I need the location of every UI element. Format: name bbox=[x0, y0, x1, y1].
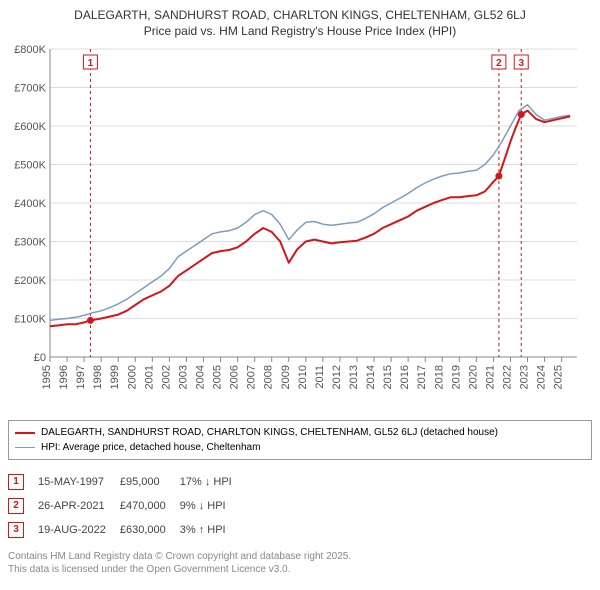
marker-date: 19-AUG-2022 bbox=[38, 518, 120, 542]
y-tick-label: £0 bbox=[34, 352, 46, 364]
x-tick-label: 2007 bbox=[246, 365, 258, 389]
x-tick-label: 2011 bbox=[314, 365, 326, 389]
price-chart: £0 £100K £200K £300K £400K £500K £600K £700K £80… bbox=[8, 43, 583, 403]
x-tick-label: 1999 bbox=[109, 365, 121, 389]
x-tick-label: 1998 bbox=[92, 365, 104, 389]
marker-delta: 9% ↓ HPI bbox=[180, 494, 246, 518]
legend-row: HPI: Average price, detached house, Chel… bbox=[15, 440, 585, 455]
x-tick-label: 2008 bbox=[263, 365, 275, 389]
title-line2: Price paid vs. HM Land Registry's House … bbox=[8, 24, 592, 40]
x-tick-label: 2005 bbox=[212, 365, 224, 389]
x-tick-label: 2025 bbox=[553, 365, 565, 389]
x-tick-label: 2013 bbox=[348, 365, 360, 389]
y-tick-label: £700K bbox=[14, 83, 46, 95]
footer-line1: Contains HM Land Registry data © Crown c… bbox=[8, 550, 592, 563]
legend-row: DALEGARTH, SANDHURST ROAD, CHARLTON KING… bbox=[15, 425, 585, 440]
footer-line2: This data is licensed under the Open Gov… bbox=[8, 563, 592, 576]
marker-price: £95,000 bbox=[120, 470, 180, 494]
x-tick-label: 1996 bbox=[58, 365, 70, 389]
marker-date: 15-MAY-1997 bbox=[38, 470, 120, 494]
y-tick-label: £600K bbox=[14, 121, 46, 133]
legend-swatch bbox=[15, 432, 35, 434]
y-tick-label: £800K bbox=[14, 44, 46, 56]
x-tick-label: 2018 bbox=[433, 365, 445, 389]
x-tick-label: 2002 bbox=[160, 365, 172, 389]
chart-marker-num: 1 bbox=[88, 58, 94, 69]
x-tick-label: 2016 bbox=[399, 365, 411, 389]
x-tick-label: 2012 bbox=[331, 365, 343, 389]
marker-badge: 3 bbox=[8, 522, 24, 538]
x-tick-label: 2006 bbox=[229, 365, 241, 389]
marker-date: 26-APR-2021 bbox=[38, 494, 120, 518]
y-tick-label: £200K bbox=[14, 275, 46, 287]
x-tick-label: 2023 bbox=[519, 365, 531, 389]
x-tick-label: 2017 bbox=[416, 365, 428, 389]
x-tick-label: 2003 bbox=[177, 365, 189, 389]
x-tick-label: 2009 bbox=[280, 365, 292, 389]
marker-row: 2 26-APR-2021£470,0009% ↓ HPI bbox=[8, 494, 246, 518]
x-tick-label: 2021 bbox=[484, 365, 496, 389]
y-tick-label: £500K bbox=[14, 160, 46, 172]
legend: DALEGARTH, SANDHURST ROAD, CHARLTON KING… bbox=[8, 420, 592, 460]
marker-row: 3 19-AUG-2022£630,0003% ↑ HPI bbox=[8, 518, 246, 542]
x-tick-label: 2020 bbox=[467, 365, 479, 389]
footer-note: Contains HM Land Registry data © Crown c… bbox=[8, 550, 592, 576]
y-tick-label: £300K bbox=[14, 237, 46, 249]
x-tick-label: 2010 bbox=[297, 365, 309, 389]
legend-label: HPI: Average price, detached house, Chel… bbox=[41, 440, 260, 455]
legend-label: DALEGARTH, SANDHURST ROAD, CHARLTON KING… bbox=[41, 425, 498, 440]
legend-swatch bbox=[15, 447, 35, 448]
chart-title: DALEGARTH, SANDHURST ROAD, CHARLTON KING… bbox=[8, 8, 592, 39]
y-tick-label: £100K bbox=[14, 314, 46, 326]
x-tick-label: 2001 bbox=[143, 365, 155, 389]
marker-row: 1 15-MAY-1997£95,00017% ↓ HPI bbox=[8, 470, 246, 494]
x-tick-label: 2000 bbox=[126, 365, 138, 389]
chart-container: £0 £100K £200K £300K £400K £500K £600K £700K £80… bbox=[8, 43, 592, 408]
x-tick-label: 2004 bbox=[194, 365, 206, 389]
marker-price: £630,000 bbox=[120, 518, 180, 542]
marker-badge: 1 bbox=[8, 474, 24, 490]
title-line1: DALEGARTH, SANDHURST ROAD, CHARLTON KING… bbox=[8, 8, 592, 24]
x-tick-label: 1997 bbox=[75, 365, 87, 389]
x-tick-label: 2024 bbox=[536, 365, 548, 389]
x-tick-label: 2014 bbox=[365, 365, 377, 389]
x-tick-label: 1995 bbox=[41, 365, 53, 389]
x-tick-label: 2022 bbox=[501, 365, 513, 389]
y-tick-label: £400K bbox=[14, 198, 46, 210]
chart-marker-num: 3 bbox=[518, 58, 524, 69]
x-tick-label: 2015 bbox=[382, 365, 394, 389]
marker-delta: 17% ↓ HPI bbox=[180, 470, 246, 494]
marker-badge: 2 bbox=[8, 498, 24, 514]
marker-table: 1 15-MAY-1997£95,00017% ↓ HPI 2 26-APR-2021… bbox=[8, 470, 246, 542]
marker-delta: 3% ↑ HPI bbox=[180, 518, 246, 542]
chart-marker-num: 2 bbox=[496, 58, 502, 69]
x-tick-label: 2019 bbox=[450, 365, 462, 389]
marker-price: £470,000 bbox=[120, 494, 180, 518]
